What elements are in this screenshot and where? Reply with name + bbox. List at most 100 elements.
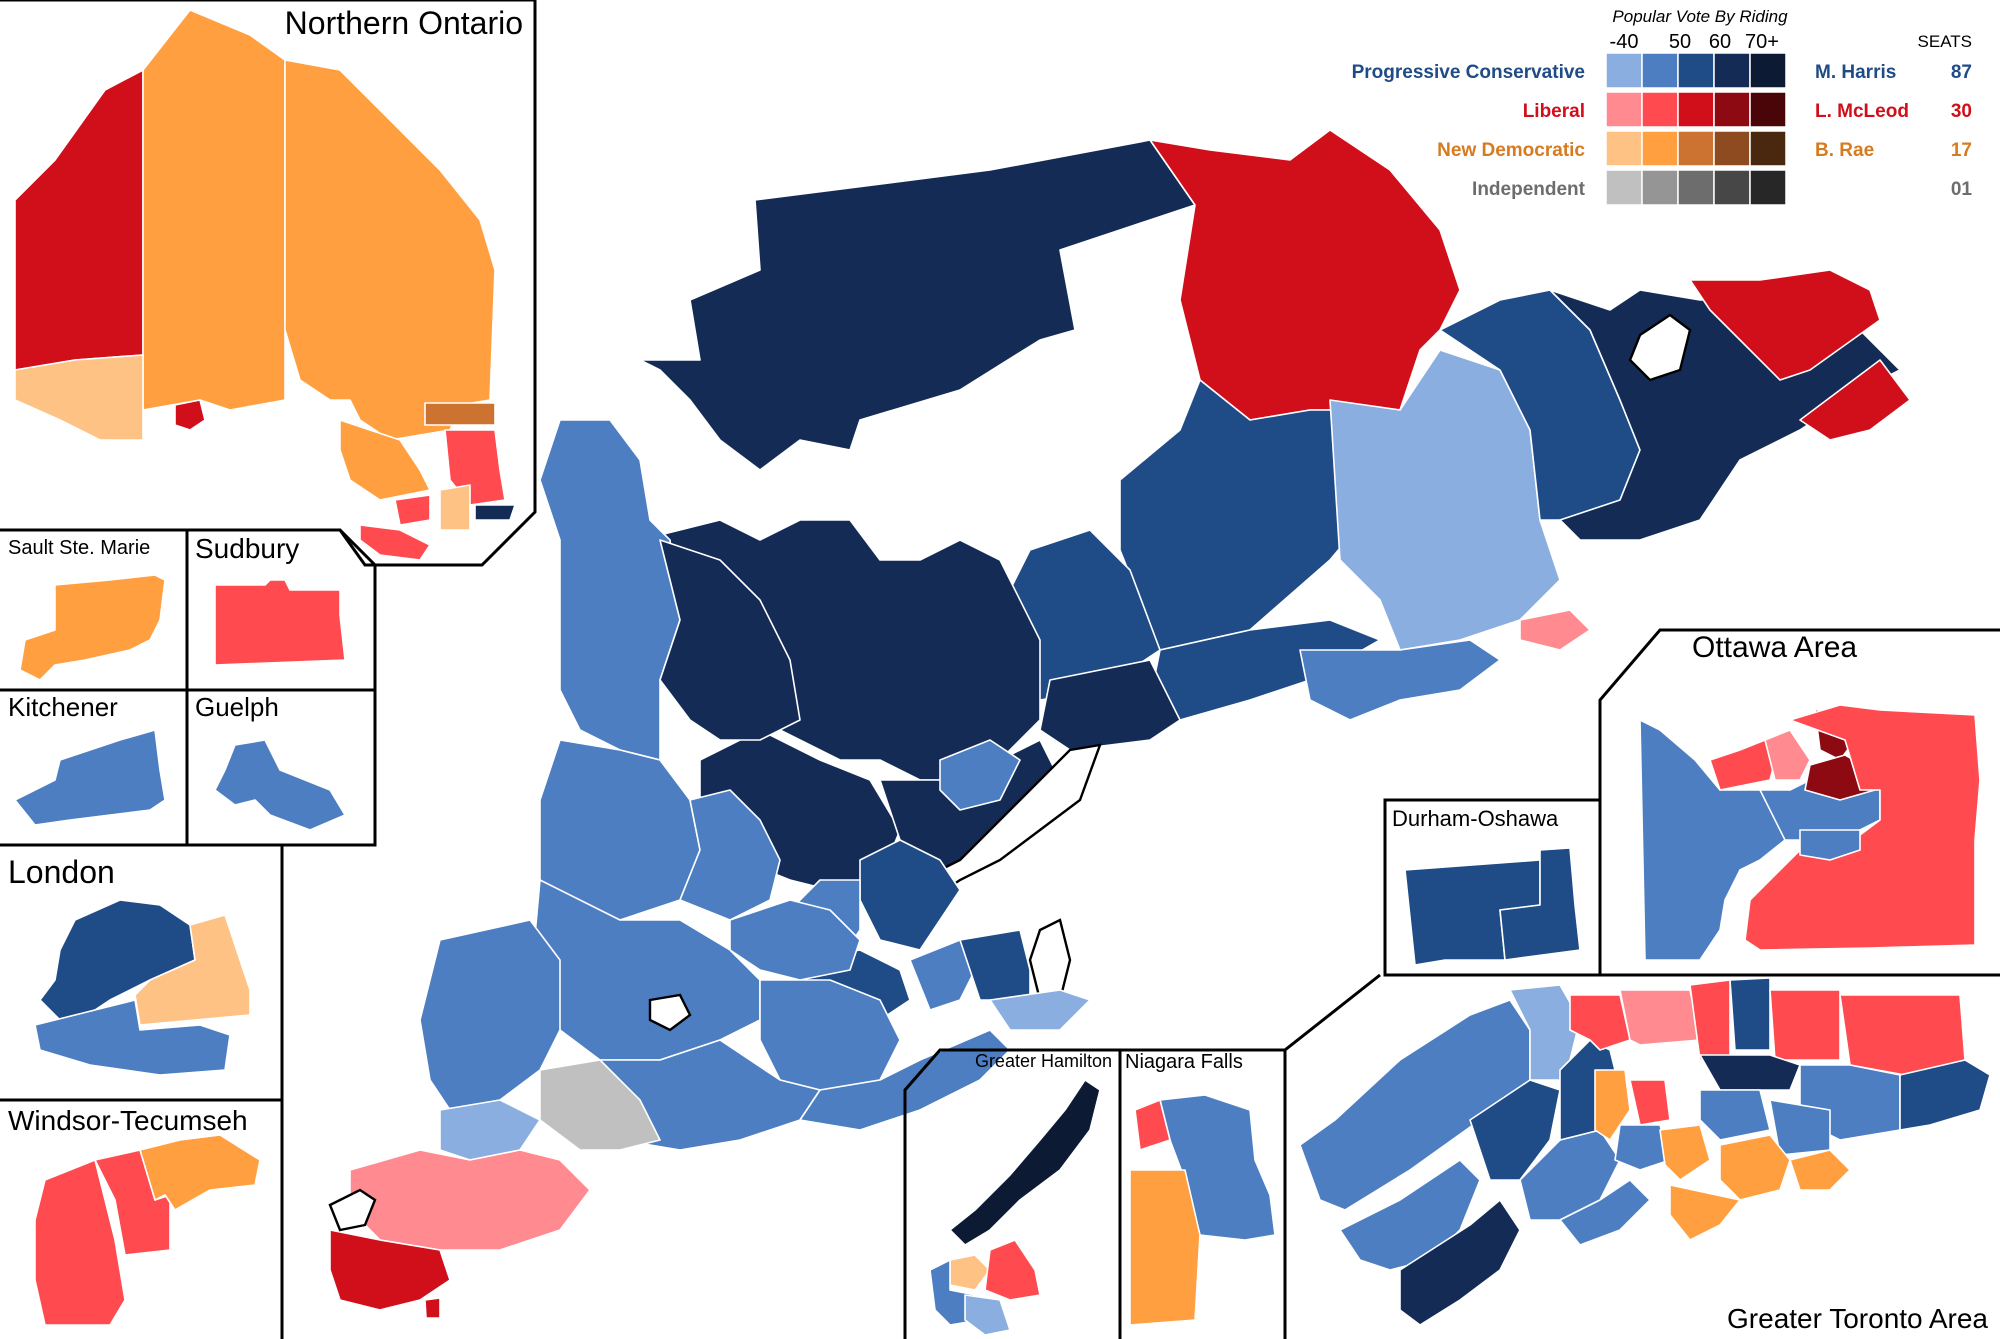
inset-sault-ste-marie: Sault Ste. Marie [0,528,189,692]
riding-mississauga-south [1559,1179,1651,1246]
legend-swatch-ndp-1 [1605,130,1643,167]
legend-swatch-ind-2 [1641,169,1679,206]
inset-greater-hamilton-frame [903,1048,1122,1339]
legend-caption: Popular Vote By Riding [1612,7,1788,26]
riding-lambton [419,919,561,1111]
legend-swatch-lib-2 [1641,91,1679,128]
inset-kitchener: Kitchener [0,688,189,847]
riding-windsor-vacant [328,1188,377,1232]
legend-swatch-ndp-5 [1749,130,1787,167]
riding-london-north [39,899,196,1021]
inset-sudbury-title: Sudbury [195,533,299,564]
inset-sault-ste-marie-title: Sault Ste. Marie [8,537,150,559]
riding-welland-thorold [1129,1169,1201,1326]
riding-toronto-lakeshore [1669,1184,1741,1241]
riding-lake-nipigon [142,9,286,411]
legend-bin-2: 50 [1669,31,1691,53]
inset-greater-toronto-area-frame [1283,973,1381,1339]
riding-sudbury-east [394,494,431,526]
riding-nipissing [474,504,516,521]
inset-ottawa-area-frame [1598,628,2000,975]
riding-ottawa-south [1764,729,1811,781]
riding-york-north [939,739,1021,811]
riding-markham [1689,979,1731,1061]
inset-kitchener-title: Kitchener [8,692,118,722]
inset-greater-hamilton-title: Greater Hamilton [975,1051,1112,1071]
riding-cochrane-north [284,59,496,441]
legend-party-lib: Liberal [1523,101,1585,122]
riding-wentworth [964,1294,1011,1336]
riding-york-centre [1619,989,1701,1046]
riding-beaches [1719,1134,1791,1201]
riding-kingston-islands [1519,609,1591,651]
legend-swatch-ndp-2 [1641,130,1679,167]
legend-row-ind: Independent 01 [1472,169,1972,206]
riding-tecumseh [139,1134,261,1211]
riding-sault-ste-marie [19,574,166,681]
riding-essex-kent [349,1149,591,1251]
riding-bruce-peninsula [539,419,681,761]
legend-seats-ndp: 17 [1951,140,1972,161]
legend-swatch-lib-1 [1605,91,1643,128]
riding-toronto-centre [1659,1124,1711,1181]
legend-swatch-ndp-3 [1677,130,1715,167]
legend-leader-lib: L. McLeod [1815,101,1909,122]
inset-durham-oshawa: Durham-Oshawa [1383,798,1602,977]
legend-party-pc: Progressive Conservative [1352,62,1585,83]
riding-guelph [214,739,346,831]
riding-london-centre [134,914,251,1026]
riding-york-east-inner [1699,1054,1801,1091]
riding-halton-centre [1469,1079,1561,1181]
riding-scarborough-east [1789,1149,1851,1191]
legend-swatch-ind-4 [1713,169,1751,206]
legend-bin-3: 60 [1709,31,1731,53]
riding-rainy-river-south [14,354,144,441]
legend-swatch-lib-5 [1749,91,1787,128]
riding-kitchener [14,729,166,826]
riding-toronto-west [1614,1124,1671,1171]
legend-party-ndp: New Democratic [1437,140,1585,161]
legend-swatch-pc-3 [1677,52,1715,89]
riding-durham-north [1839,994,1966,1076]
riding-peel [859,839,961,951]
riding-ottawa-vacant [1628,313,1692,382]
legend-swatch-ind-3 [1677,169,1715,206]
legend-row-lib: Liberal L. McLeod 30 [1523,91,1972,128]
legend: Popular Vote By Riding -40 50 60 70+ SEA… [1352,7,1972,206]
riding-ottawa-west [1639,719,1791,961]
legend-swatch-ind-1 [1605,169,1643,206]
riding-scarborough-north [1769,989,1841,1061]
inset-greater-toronto-area-title: Greater Toronto Area [1727,1303,1988,1334]
inset-london-title: London [8,854,115,890]
riding-parry-sound-north [439,484,471,531]
legend-bin-4: 70+ [1745,31,1779,53]
legend-swatch-pc-5 [1749,52,1787,89]
riding-haldimand-norfolk [799,1029,1011,1131]
riding-niagara-north [909,939,981,1011]
riding-durham-east [1899,1059,1991,1131]
legend-seats-header: SEATS [1918,32,1972,51]
inset-sudbury: Sudbury [187,528,377,692]
legend-row-pc: Progressive Conservative M. Harris 87 [1352,52,1972,89]
riding-burlington [1399,1199,1521,1326]
inset-northern-ontario: Northern Ontario [0,0,537,567]
legend-seats-pc: 87 [1951,62,1972,83]
riding-don-valley [1699,1089,1771,1141]
inset-greater-hamilton: Greater Hamilton [903,1048,1122,1339]
riding-welland-vacant [1028,918,1072,1002]
inset-guelph: Guelph [187,688,377,847]
riding-pelee-island [424,1297,441,1319]
riding-vaughan-king [1569,994,1631,1051]
legend-swatch-ind-5 [1749,169,1787,206]
riding-oshawa [1499,847,1581,961]
riding-port-arthur [174,399,206,431]
riding-london-vacant [648,993,692,1032]
riding-hamilton-mountain [949,1254,991,1291]
riding-northumberland [1039,659,1181,751]
legend-swatch-pc-4 [1713,52,1751,89]
legend-leader-ndp: B. Rae [1815,140,1874,161]
riding-niagara-south [959,929,1031,1001]
riding-sudbury [214,579,346,666]
riding-essex-south [329,1229,451,1311]
